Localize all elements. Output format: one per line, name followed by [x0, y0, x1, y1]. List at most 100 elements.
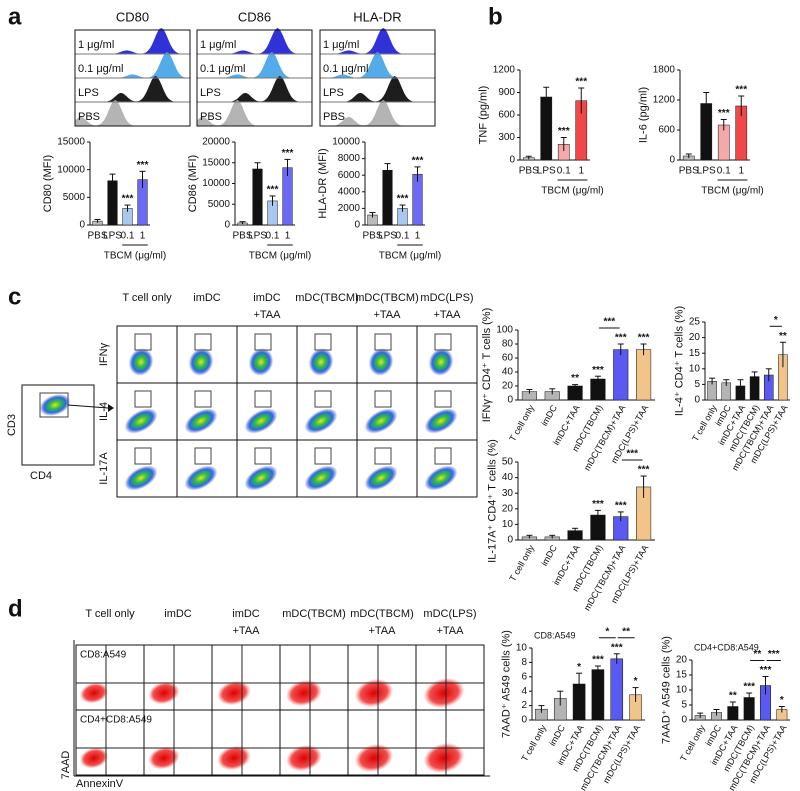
y-axis-label: IL-6 (pg/ml): [638, 87, 650, 143]
gate: [134, 390, 152, 408]
row-label: CD8:A549: [80, 650, 127, 661]
column-label: imDC: [164, 608, 192, 620]
significance: ***: [137, 160, 149, 171]
y-tick-label: 0: [224, 220, 230, 231]
flow-density: [248, 348, 274, 376]
y-tick-label: 600: [498, 110, 515, 121]
y-axis-label: CD86 (MFI): [187, 155, 199, 212]
column-label: imDC: [232, 608, 260, 620]
x-tick-label: PBS: [362, 231, 382, 242]
significance: *: [577, 662, 581, 673]
flow-density: [364, 465, 398, 491]
significance: ***: [638, 465, 650, 476]
bar: [412, 174, 423, 226]
gate: [254, 447, 272, 465]
y-tick-label: 1800: [653, 65, 676, 76]
gate: [314, 333, 332, 351]
significance: *: [780, 695, 784, 706]
x-tick-label: T cell only: [519, 723, 548, 763]
bar: [252, 168, 263, 226]
row-label: IL-4: [98, 402, 110, 421]
flow-density: [244, 408, 278, 434]
flow-density: [128, 348, 154, 376]
histogram: [197, 76, 312, 102]
histogram-title: CD86: [238, 9, 271, 24]
flow-density: [423, 743, 465, 773]
x-tick-label: PBS: [679, 166, 699, 177]
histogram: [75, 52, 190, 78]
histogram: [320, 52, 435, 78]
x-tick-label: 1: [415, 231, 421, 242]
y-tick-label: 10: [502, 519, 514, 530]
y-tick-label: 60: [502, 353, 514, 364]
x-tick-label: PBS: [87, 231, 107, 242]
y-axis-label: 7AAD⁺ A549 cells (%): [501, 630, 513, 738]
significance: ***: [615, 333, 627, 344]
significance: ***: [282, 148, 294, 159]
y-tick-label: 10: [676, 685, 688, 696]
x-tick-label: T cell only: [507, 543, 536, 583]
gate: [254, 333, 272, 351]
y-tick-label: 10: [516, 643, 528, 654]
gate: [374, 333, 392, 351]
bracket-label: **: [753, 649, 761, 660]
y-tick-label: 1200: [653, 95, 676, 106]
flow-density: [286, 679, 322, 707]
histogram-frame: [74, 29, 191, 127]
histogram-row-label: PBS: [200, 111, 222, 123]
column-label: +TAA: [232, 625, 260, 637]
y-tick-label: 5: [694, 379, 700, 390]
flow-density: [354, 678, 394, 708]
x-tick-label: LPS: [537, 166, 556, 177]
panel-label: a: [8, 3, 22, 30]
y-tick-label: 0: [507, 395, 513, 406]
y-tick-label: 10000: [202, 178, 230, 189]
significance: ***: [718, 108, 730, 119]
column-label: +TAA: [373, 309, 401, 321]
significance: ***: [397, 194, 409, 205]
gate: [134, 447, 152, 465]
significance: **: [779, 331, 787, 342]
flow-density: [184, 465, 218, 491]
histogram-row-label: 0.1 μg/ml: [78, 63, 123, 75]
bar: [613, 349, 629, 401]
flow-density: [188, 348, 214, 376]
significance: ***: [575, 77, 587, 88]
bracket-label: ***: [626, 449, 638, 460]
axis-label: AnnexinV: [76, 778, 124, 790]
histogram: [75, 100, 190, 126]
bracket-label: *: [605, 626, 609, 637]
bar: [636, 349, 652, 401]
significance: ***: [735, 85, 747, 96]
histogram: [75, 76, 190, 102]
x-tick-label: LPS: [697, 166, 716, 177]
x-tick-label: PBS: [519, 166, 539, 177]
flow-density: [244, 465, 278, 491]
row-label: CD4+CD8:A549: [80, 715, 152, 726]
gate: [134, 333, 152, 351]
y-tick-label: 2: [521, 700, 527, 711]
x-tick-label: imDC: [539, 543, 559, 568]
y-tick-label: 0: [681, 715, 687, 726]
flow-density: [148, 746, 180, 770]
histogram: [320, 28, 435, 54]
x-tick-label: imDC: [539, 403, 559, 428]
y-tick-label: 15: [689, 348, 701, 359]
histogram-row-label: 1 μg/ml: [78, 39, 114, 51]
y-tick-label: 50: [502, 457, 514, 468]
y-tick-label: 6000: [338, 170, 361, 181]
y-tick-label: 4: [521, 686, 527, 697]
histogram-frame: [196, 29, 313, 127]
significance: **: [571, 373, 579, 384]
y-axis-label: IFNγ⁺ CD4⁺ T cells (%): [481, 308, 493, 423]
x-tick-label: 0.1: [557, 166, 571, 177]
bar: [591, 669, 605, 721]
gate-plot: [21, 384, 95, 466]
column-label: mDC(LPS): [423, 608, 476, 620]
y-tick-label: 10000: [332, 137, 360, 148]
x-tick-label: 1: [738, 166, 744, 177]
histogram: [75, 28, 190, 54]
significance: *: [634, 676, 638, 687]
flow-density: [79, 682, 109, 704]
